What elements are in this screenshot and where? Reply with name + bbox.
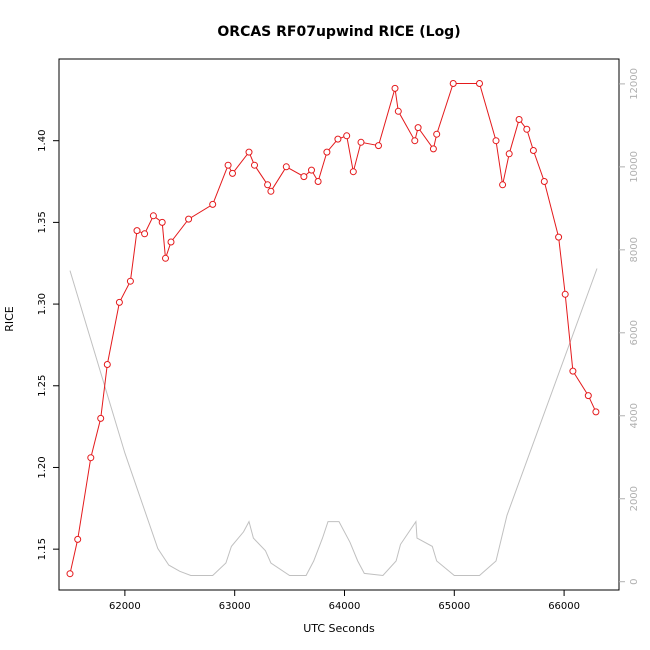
series-line-right <box>69 268 598 577</box>
data-point <box>87 454 95 462</box>
y-axis-left: 1.15 1.20 1.25 1.30 1.35 1.40 <box>37 130 59 560</box>
data-point <box>584 392 592 400</box>
data-point <box>167 238 175 246</box>
data-point <box>133 227 141 235</box>
y-tick-label: 1.30 <box>37 293 48 315</box>
data-point <box>433 130 441 138</box>
x-axis-label: UTC Seconds <box>303 622 375 635</box>
data-point <box>115 298 123 306</box>
data-point <box>449 80 457 87</box>
data-point <box>505 150 513 158</box>
x-tick-label: 64000 <box>329 601 361 612</box>
data-point <box>141 230 149 238</box>
data-point <box>499 181 507 189</box>
x-tick-label: 66000 <box>548 601 580 612</box>
x-tick-label: 65000 <box>438 601 470 612</box>
data-point <box>334 135 342 143</box>
data-point <box>569 367 577 375</box>
y2-tick-label: 2000 <box>629 486 640 511</box>
data-point <box>264 181 272 189</box>
y2-tick-label: 10000 <box>629 151 640 183</box>
data-point <box>126 277 134 285</box>
plot-area <box>66 80 600 578</box>
data-point <box>224 161 232 169</box>
data-point <box>540 178 548 185</box>
data-point <box>515 116 523 123</box>
data-point <box>267 187 275 195</box>
data-point <box>282 163 290 171</box>
x-tick-label: 62000 <box>109 601 141 612</box>
data-point <box>158 218 166 226</box>
y-tick-label: 1.35 <box>37 211 48 233</box>
data-point <box>391 84 399 92</box>
data-point <box>251 161 258 169</box>
data-point <box>375 142 382 150</box>
x-axis: 62000 63000 64000 65000 66000 <box>109 590 580 612</box>
y-tick-label: 1.40 <box>37 130 48 152</box>
data-point <box>592 408 600 416</box>
y2-tick-label: 8000 <box>629 237 640 262</box>
y2-tick-label: 12000 <box>629 68 640 100</box>
data-point <box>308 166 315 174</box>
y2-tick-label: 0 <box>629 579 640 585</box>
data-point <box>97 414 105 422</box>
y2-tick-label: 4000 <box>629 403 640 428</box>
data-point <box>476 80 483 87</box>
data-point <box>245 148 253 156</box>
data-point <box>429 145 437 153</box>
data-point <box>185 215 193 223</box>
data-point <box>209 200 217 208</box>
data-point <box>523 125 531 133</box>
data-point <box>74 535 82 543</box>
data-point <box>162 254 169 262</box>
data-point <box>323 148 331 156</box>
y-axis-label: RICE <box>3 306 16 332</box>
data-point <box>411 137 419 145</box>
data-point <box>357 138 365 146</box>
data-point <box>529 147 537 154</box>
data-point <box>394 107 402 115</box>
data-point <box>229 169 236 177</box>
y2-tick-label: 6000 <box>629 320 640 345</box>
data-point <box>414 124 422 132</box>
data-point <box>103 361 111 368</box>
x-tick-label: 63000 <box>219 601 251 612</box>
plot-frame <box>58 58 620 591</box>
y-tick-label: 1.25 <box>37 375 48 397</box>
data-point <box>555 233 563 241</box>
y-axis-right: 0 2000 4000 6000 8000 10000 12000 <box>619 68 640 585</box>
data-point <box>492 137 500 145</box>
y-tick-label: 1.20 <box>37 456 48 478</box>
data-point <box>314 178 322 185</box>
data-point <box>561 290 569 298</box>
y-tick-label: 1.15 <box>37 538 48 560</box>
data-point <box>149 212 157 220</box>
data-point <box>349 168 357 176</box>
series-line-left <box>69 83 597 574</box>
data-point <box>66 570 74 578</box>
data-point <box>343 132 351 140</box>
chart-title: ORCAS RF07upwind RICE (Log) <box>217 24 460 40</box>
data-point <box>300 173 308 181</box>
